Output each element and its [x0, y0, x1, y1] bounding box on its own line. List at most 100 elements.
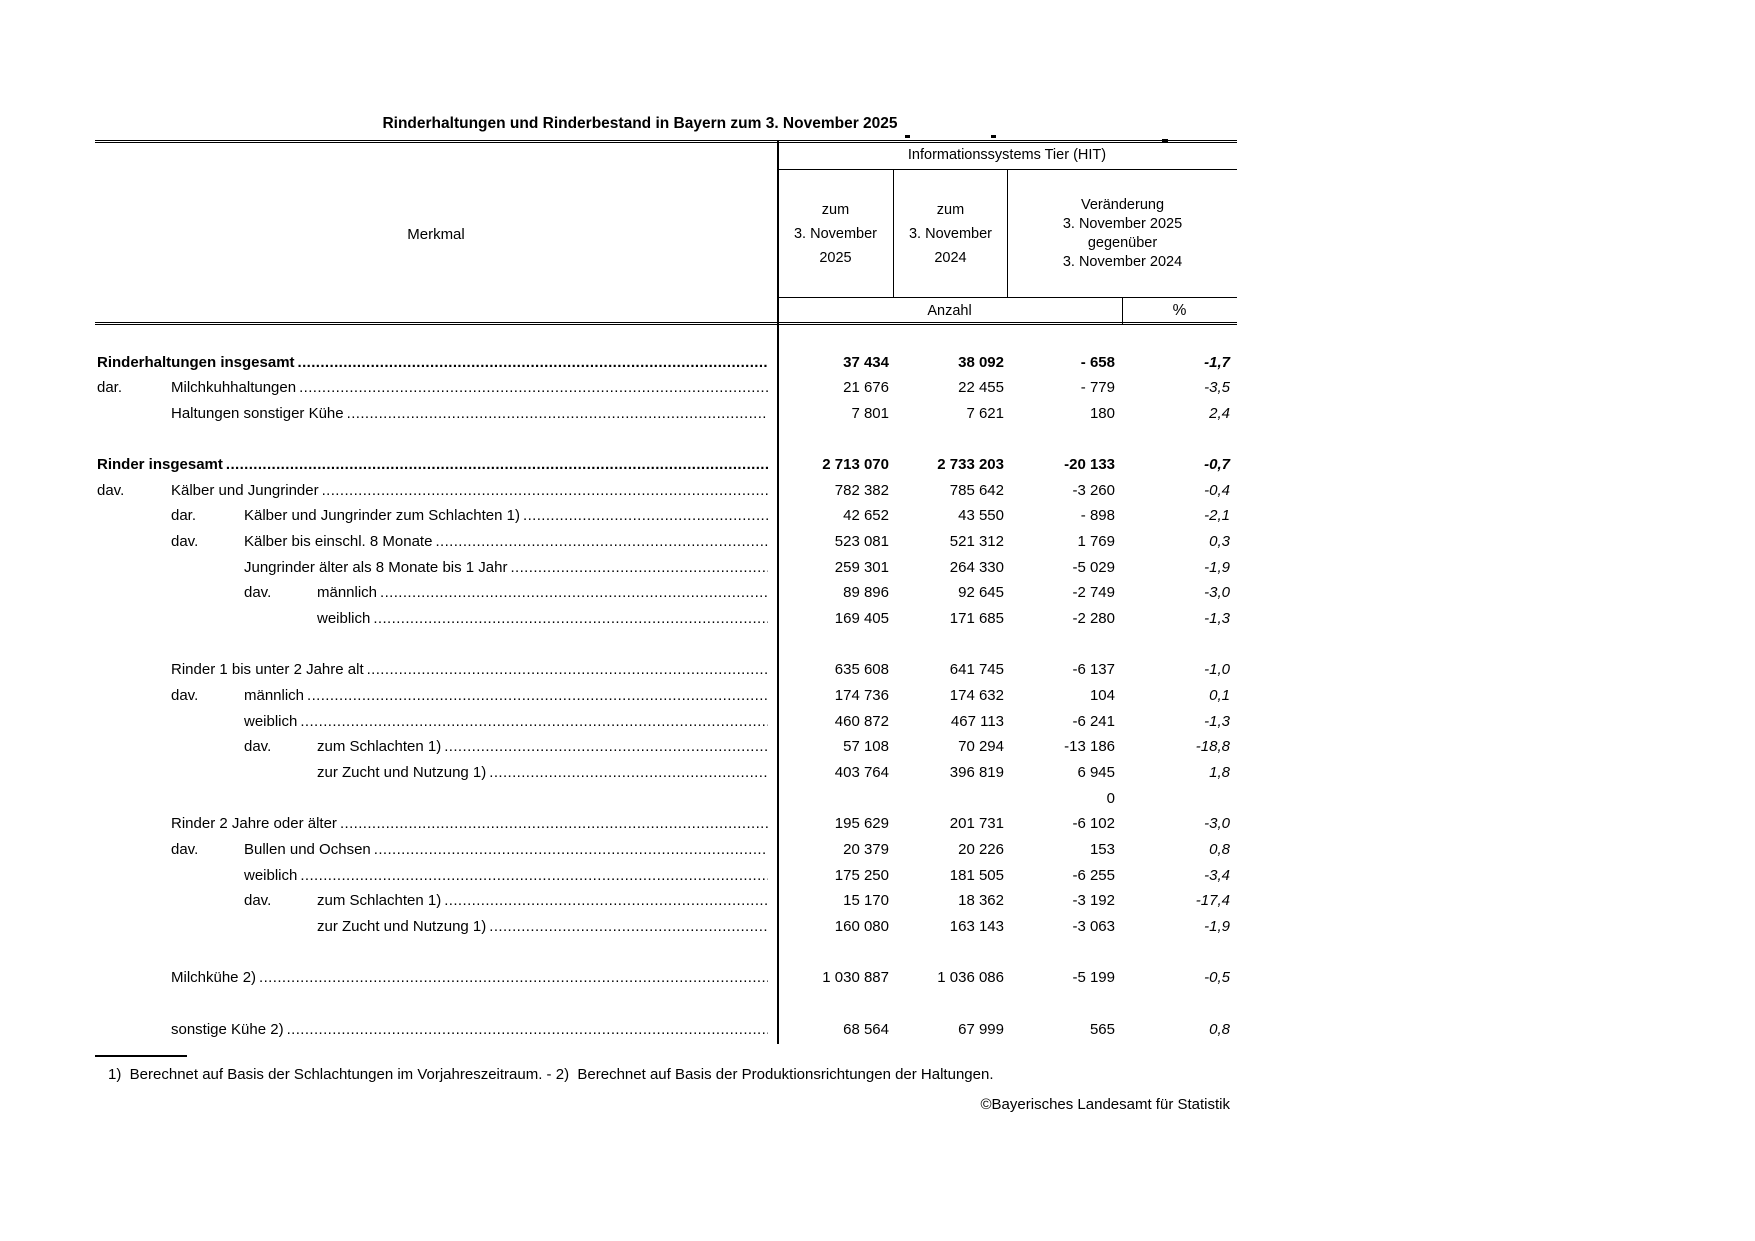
row-label: männlich	[244, 687, 305, 705]
row-label-cell: Jungrinder älter als 8 Monate bis 1 Jahr…	[95, 555, 777, 581]
value-pct: -1,0	[1204, 661, 1230, 679]
row-label: Milchkuhhaltungen	[171, 379, 297, 397]
dotted-leader: ........................................…	[373, 610, 768, 628]
row-label-cell: sonstige Kühe 2)........................…	[95, 1017, 777, 1043]
value-2024: 67 999	[958, 1020, 1004, 1038]
table-row: dav. Bullen und Ochsen...................…	[95, 837, 1237, 863]
row-label: Kälber und Jungrinder	[171, 481, 319, 499]
value-diff: 0	[1106, 789, 1115, 807]
row-label-cell: Rinder insgesamt........................…	[95, 452, 777, 478]
dotted-leader: ........................................…	[523, 507, 768, 525]
table-row: dav. Kälber und Jungrinder...............…	[95, 478, 1237, 504]
value-2025: 259 301	[834, 558, 889, 576]
page-title: Rinderhaltungen und Rinderbestand in Bay…	[382, 115, 898, 132]
dotted-leader: ........................................…	[444, 892, 768, 910]
dotted-leader: ........................................…	[489, 764, 768, 781]
value-2024: 70 294	[958, 738, 1004, 756]
value-2025: 174 736	[834, 687, 889, 705]
value-pct: 0,8	[1209, 1020, 1230, 1038]
table-row: dav. männlich............................…	[95, 580, 1237, 606]
row-label: Jungrinder älter als 8 Monate bis 1 Jahr	[244, 558, 508, 576]
table-row: Haltungen sonstiger Kühe................…	[95, 401, 1237, 427]
value-2024: 467 113	[950, 712, 1004, 730]
value-pct	[1122, 786, 1237, 812]
row-label-cell: dav. Bullen und Ochsen...................…	[95, 837, 777, 863]
value-diff: -5 029	[1072, 558, 1115, 576]
table-row: zur Zucht und Nutzung 1)................…	[95, 760, 1237, 786]
table-row: Rinder 1 bis unter 2 Jahre alt..........…	[95, 657, 1237, 683]
header-col-2024: zum 3. November 2024	[894, 170, 1007, 298]
value-2024: 396 819	[949, 764, 1004, 781]
value-2024	[893, 786, 1007, 812]
dotted-leader: ........................................…	[300, 712, 768, 730]
row-label-cell: dav. Kälber und Jungrinder...............…	[95, 478, 777, 504]
value-2025: 37 434	[843, 353, 889, 371]
row-label: weiblich	[317, 610, 371, 628]
dotted-leader: ........................................…	[225, 456, 768, 474]
value-pct: -1,9	[1204, 917, 1230, 935]
value-pct: -18,8	[1195, 738, 1230, 756]
table-row: weiblich................................…	[95, 863, 1237, 889]
header-col-change-line: gegenüber	[1087, 235, 1158, 251]
header-bottom-rule	[777, 297, 1237, 299]
row-qualifier: dav.	[171, 533, 199, 551]
value-2024: 264 330	[949, 558, 1004, 576]
dotted-leader: ........................................…	[366, 661, 768, 679]
row-label: weiblich	[244, 712, 298, 730]
value-2025: 21 676	[843, 379, 889, 397]
row-label: zum Schlachten 1)	[317, 892, 442, 910]
value-2024: 785 642	[949, 481, 1004, 499]
row-label: Haltungen sonstiger Kühe	[171, 404, 344, 422]
row-label: Rinder 1 bis unter 2 Jahre alt	[171, 661, 364, 679]
unit-row-divider	[1122, 298, 1124, 325]
value-2025: 1 030 887	[822, 969, 889, 987]
header-col-2025-line: zum	[821, 202, 850, 218]
value-diff: -3 260	[1072, 481, 1115, 499]
value-diff: -3 063	[1072, 917, 1115, 935]
row-label-cell: Rinderhaltungen insgesamt...............…	[95, 350, 777, 376]
statistics-table-body: Rinderhaltungen insgesamt...............…	[95, 327, 1237, 1042]
row-label-cell: weiblich................................…	[95, 606, 777, 632]
row-label: sonstige Kühe 2)	[171, 1020, 284, 1038]
value-2025: 57 108	[843, 738, 889, 756]
value-2024: 18 362	[958, 892, 1004, 910]
value-2025: 460 872	[834, 712, 889, 730]
dotted-leader: ........................................…	[373, 840, 768, 858]
value-diff: 1 769	[1077, 533, 1115, 551]
header-divider-2024-change	[1007, 169, 1009, 298]
header-col-change-line: Veränderung	[1080, 197, 1165, 213]
row-label-cell: dav. Kälber bis einschl. 8 Monate........…	[95, 529, 777, 555]
row-label: zum Schlachten 1)	[317, 738, 442, 756]
value-pct: -1,3	[1204, 610, 1230, 628]
value-2025	[777, 786, 893, 812]
row-label: zur Zucht und Nutzung 1)	[317, 917, 487, 935]
value-pct: -3,0	[1204, 815, 1230, 833]
table-row: 0	[95, 786, 1237, 812]
table-column-divider	[777, 140, 779, 1044]
row-label-cell: zur Zucht und Nutzung 1)................…	[95, 914, 777, 940]
value-diff: -6 241	[1072, 712, 1115, 730]
header-col-change: Veränderung 3. November 2025 gegenüber 3…	[1008, 170, 1237, 298]
value-2024: 163 143	[949, 917, 1004, 935]
value-diff: -6 137	[1072, 661, 1115, 679]
footnote-rule	[95, 1055, 187, 1057]
row-label-cell: dav. zum Schlachten 1)...................…	[95, 734, 777, 760]
row-label: Kälber und Jungrinder zum Schlachten 1)	[244, 507, 520, 525]
table-row: dav. zum Schlachten 1)...................…	[95, 888, 1237, 914]
value-pct: 1,8	[1209, 764, 1230, 781]
value-2025: 20 379	[843, 840, 889, 858]
value-pct: -3,0	[1204, 584, 1230, 602]
row-label: Rinder insgesamt	[97, 456, 223, 474]
row-label-cell: Haltungen sonstiger Kühe................…	[95, 401, 777, 427]
header-col-change-line: 3. November 2024	[1062, 254, 1183, 270]
value-2025: 169 405	[834, 610, 889, 628]
row-qualifier: dav.	[244, 584, 272, 602]
table-row: Rinderhaltungen insgesamt...............…	[95, 350, 1237, 376]
value-pct: -3,4	[1204, 866, 1230, 884]
value-2025: 7 801	[851, 404, 889, 422]
dotted-leader: ........................................…	[300, 866, 768, 884]
value-2025: 195 629	[834, 815, 889, 833]
dotted-leader: ........................................…	[510, 558, 768, 576]
header-col-2024-line: 3. November	[908, 226, 992, 242]
